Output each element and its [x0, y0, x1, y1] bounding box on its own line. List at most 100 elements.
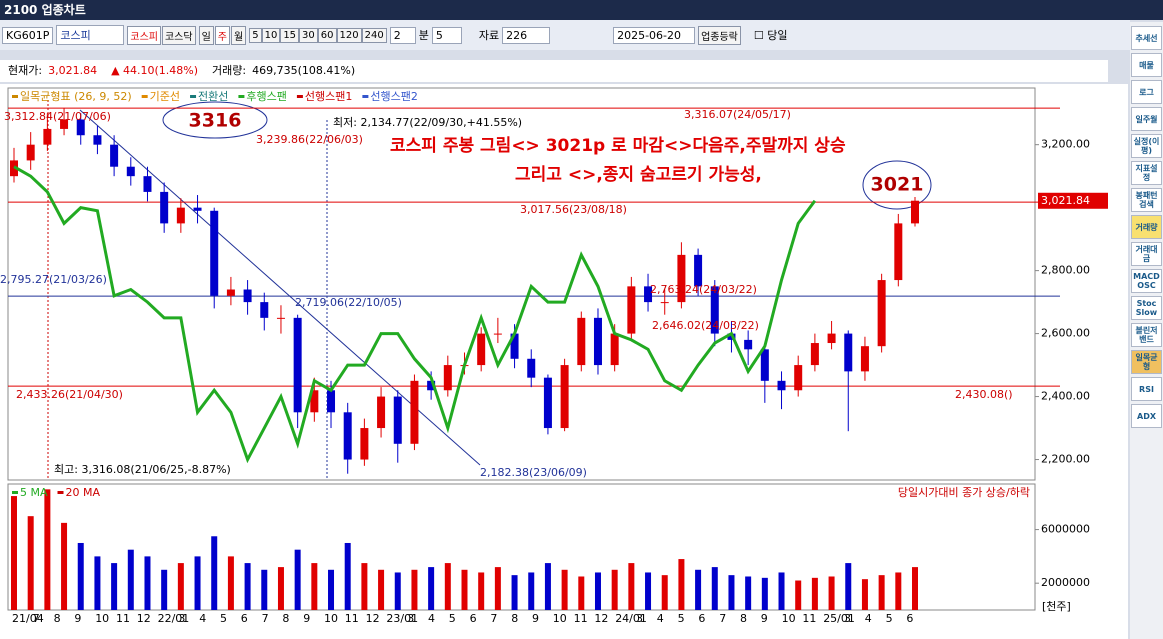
x-tick-label: 24/01: [615, 612, 647, 625]
name-field: 코스피: [56, 25, 125, 45]
chart: 3,200.00 2,800.00 2,600.00 2,400.00 2,200.00…: [0, 84, 1128, 639]
candle-body: [293, 317, 302, 413]
x-tick-label: 7: [33, 612, 40, 625]
y-tick-label: 2,200.00: [1041, 453, 1090, 466]
candle-body: [260, 302, 269, 318]
lagging-span: [13, 165, 817, 464]
volume-bar: [261, 569, 268, 610]
legend-label: 5 MA: [20, 486, 48, 499]
candle-body: [860, 346, 869, 372]
code-input[interactable]: KG601P: [2, 26, 54, 44]
x-tick-label: 7: [490, 612, 497, 625]
sidebar-button[interactable]: 거래량: [1131, 215, 1162, 239]
sidebar-button[interactable]: 볼린저밴드: [1131, 323, 1162, 347]
volume-bar: [127, 549, 134, 610]
candle-body: [877, 280, 886, 347]
x-tick-label: 7: [719, 612, 726, 625]
minute-input[interactable]: 2: [389, 26, 416, 44]
x-tick-label: 11: [116, 612, 130, 625]
volume-bar: [361, 563, 368, 610]
sidebar-button[interactable]: 거래대금: [1131, 242, 1162, 266]
sidebar-button[interactable]: 봉패턴검색: [1131, 188, 1162, 212]
date-select[interactable]: 2025-06-20: [613, 26, 696, 44]
volume-bar: [745, 576, 752, 610]
sidebar-button[interactable]: 추세선: [1131, 26, 1162, 50]
minute-unit: 분: [418, 29, 429, 42]
minute-buttons: 5 10 15 30 60 120 240: [249, 27, 387, 43]
minute-button[interactable]: 10: [261, 27, 281, 43]
x-tick-label: 3: [178, 612, 185, 625]
sidebar-button[interactable]: Stoc Slow: [1131, 296, 1162, 320]
today-check[interactable]: ☐ 당일: [753, 29, 788, 42]
candle-body: [477, 333, 486, 366]
minute-button[interactable]: 5: [249, 27, 262, 43]
candle-body: [644, 286, 653, 303]
annotation: 2,719.06(22/10/05): [295, 296, 402, 309]
volume-bar: [111, 563, 118, 610]
x-tick-label: 23/01: [386, 612, 418, 625]
volume-unit: [천주]: [1042, 599, 1071, 613]
volume-bar: [861, 579, 868, 610]
y-tick-label: 2,600.00: [1041, 327, 1090, 340]
sidebar-button[interactable]: 지표설정: [1131, 161, 1162, 185]
volume-label: 거래량:: [212, 64, 247, 77]
minute-button[interactable]: 15: [280, 27, 300, 43]
period-button[interactable]: 월: [231, 25, 247, 45]
volume-bar: [461, 569, 468, 610]
price: 3,021.84: [48, 64, 98, 77]
candle-body: [677, 254, 686, 303]
market-button[interactable]: 코스피: [127, 25, 161, 45]
sidebar-button[interactable]: 로그: [1131, 80, 1162, 104]
x-tick-label: 22/01: [158, 612, 190, 625]
sidebar-button[interactable]: 실정(이평): [1131, 134, 1162, 158]
sidebar-button[interactable]: ADX: [1131, 404, 1162, 428]
candle-body: [810, 343, 819, 366]
candle-body: [894, 223, 903, 281]
candle-body: [393, 396, 402, 444]
x-tick-label: 3: [636, 612, 643, 625]
volume-bar: [478, 572, 485, 610]
x-tick-label: 21/04: [12, 612, 44, 625]
volume-bar: [878, 575, 885, 610]
legend-swatch: [362, 95, 369, 98]
comment: 그리고 <>,종지 숨고르기 가능성,: [515, 165, 762, 185]
data-label: 자료: [478, 29, 500, 42]
x-tick-label: 8: [511, 612, 518, 625]
sidebar-button[interactable]: MACD OSC: [1131, 269, 1162, 293]
period-button[interactable]: 주: [214, 25, 230, 45]
volume-bar: [144, 556, 151, 610]
minute-button[interactable]: 240: [361, 27, 387, 43]
annotation: 2,646.02(24/03/22): [652, 319, 759, 332]
period-button[interactable]: 일: [198, 25, 214, 45]
annotation: 3,017.56(23/08/18): [520, 203, 627, 216]
x-tick-label: 4: [199, 612, 206, 625]
data-count[interactable]: 226: [502, 26, 551, 44]
step-input[interactable]: 5: [431, 26, 462, 44]
sector-button[interactable]: 업종등락: [698, 25, 741, 45]
candle-body: [694, 254, 703, 287]
volume-bar: [161, 569, 168, 610]
candle-body: [760, 349, 769, 381]
sidebar-button[interactable]: 일목균형: [1131, 350, 1162, 374]
volume-bar: [294, 549, 301, 610]
volume: 469,735(108.41%): [252, 64, 356, 77]
minute-button[interactable]: 60: [317, 27, 337, 43]
x-tick-label: 4: [428, 612, 435, 625]
x-tick-label: 3: [407, 612, 414, 625]
volume-note: 당일시가대비 종가 상승/하락: [898, 485, 1030, 499]
candle-body: [710, 286, 719, 334]
sidebar-button[interactable]: RSI: [1131, 377, 1162, 401]
candle-body: [493, 333, 502, 335]
market-button[interactable]: 코스닥: [161, 25, 196, 45]
volume-bar: [828, 576, 835, 610]
volume-bar: [378, 569, 385, 610]
minute-button[interactable]: 120: [336, 27, 362, 43]
sidebar-button[interactable]: 일주월: [1131, 107, 1162, 131]
volume-bar: [578, 576, 585, 610]
x-tick-label: 12: [366, 612, 380, 625]
marker-ellipse: [162, 101, 268, 139]
volume-bar: [61, 522, 68, 610]
minute-button[interactable]: 30: [299, 27, 318, 43]
sidebar-button[interactable]: 매물: [1131, 53, 1162, 77]
